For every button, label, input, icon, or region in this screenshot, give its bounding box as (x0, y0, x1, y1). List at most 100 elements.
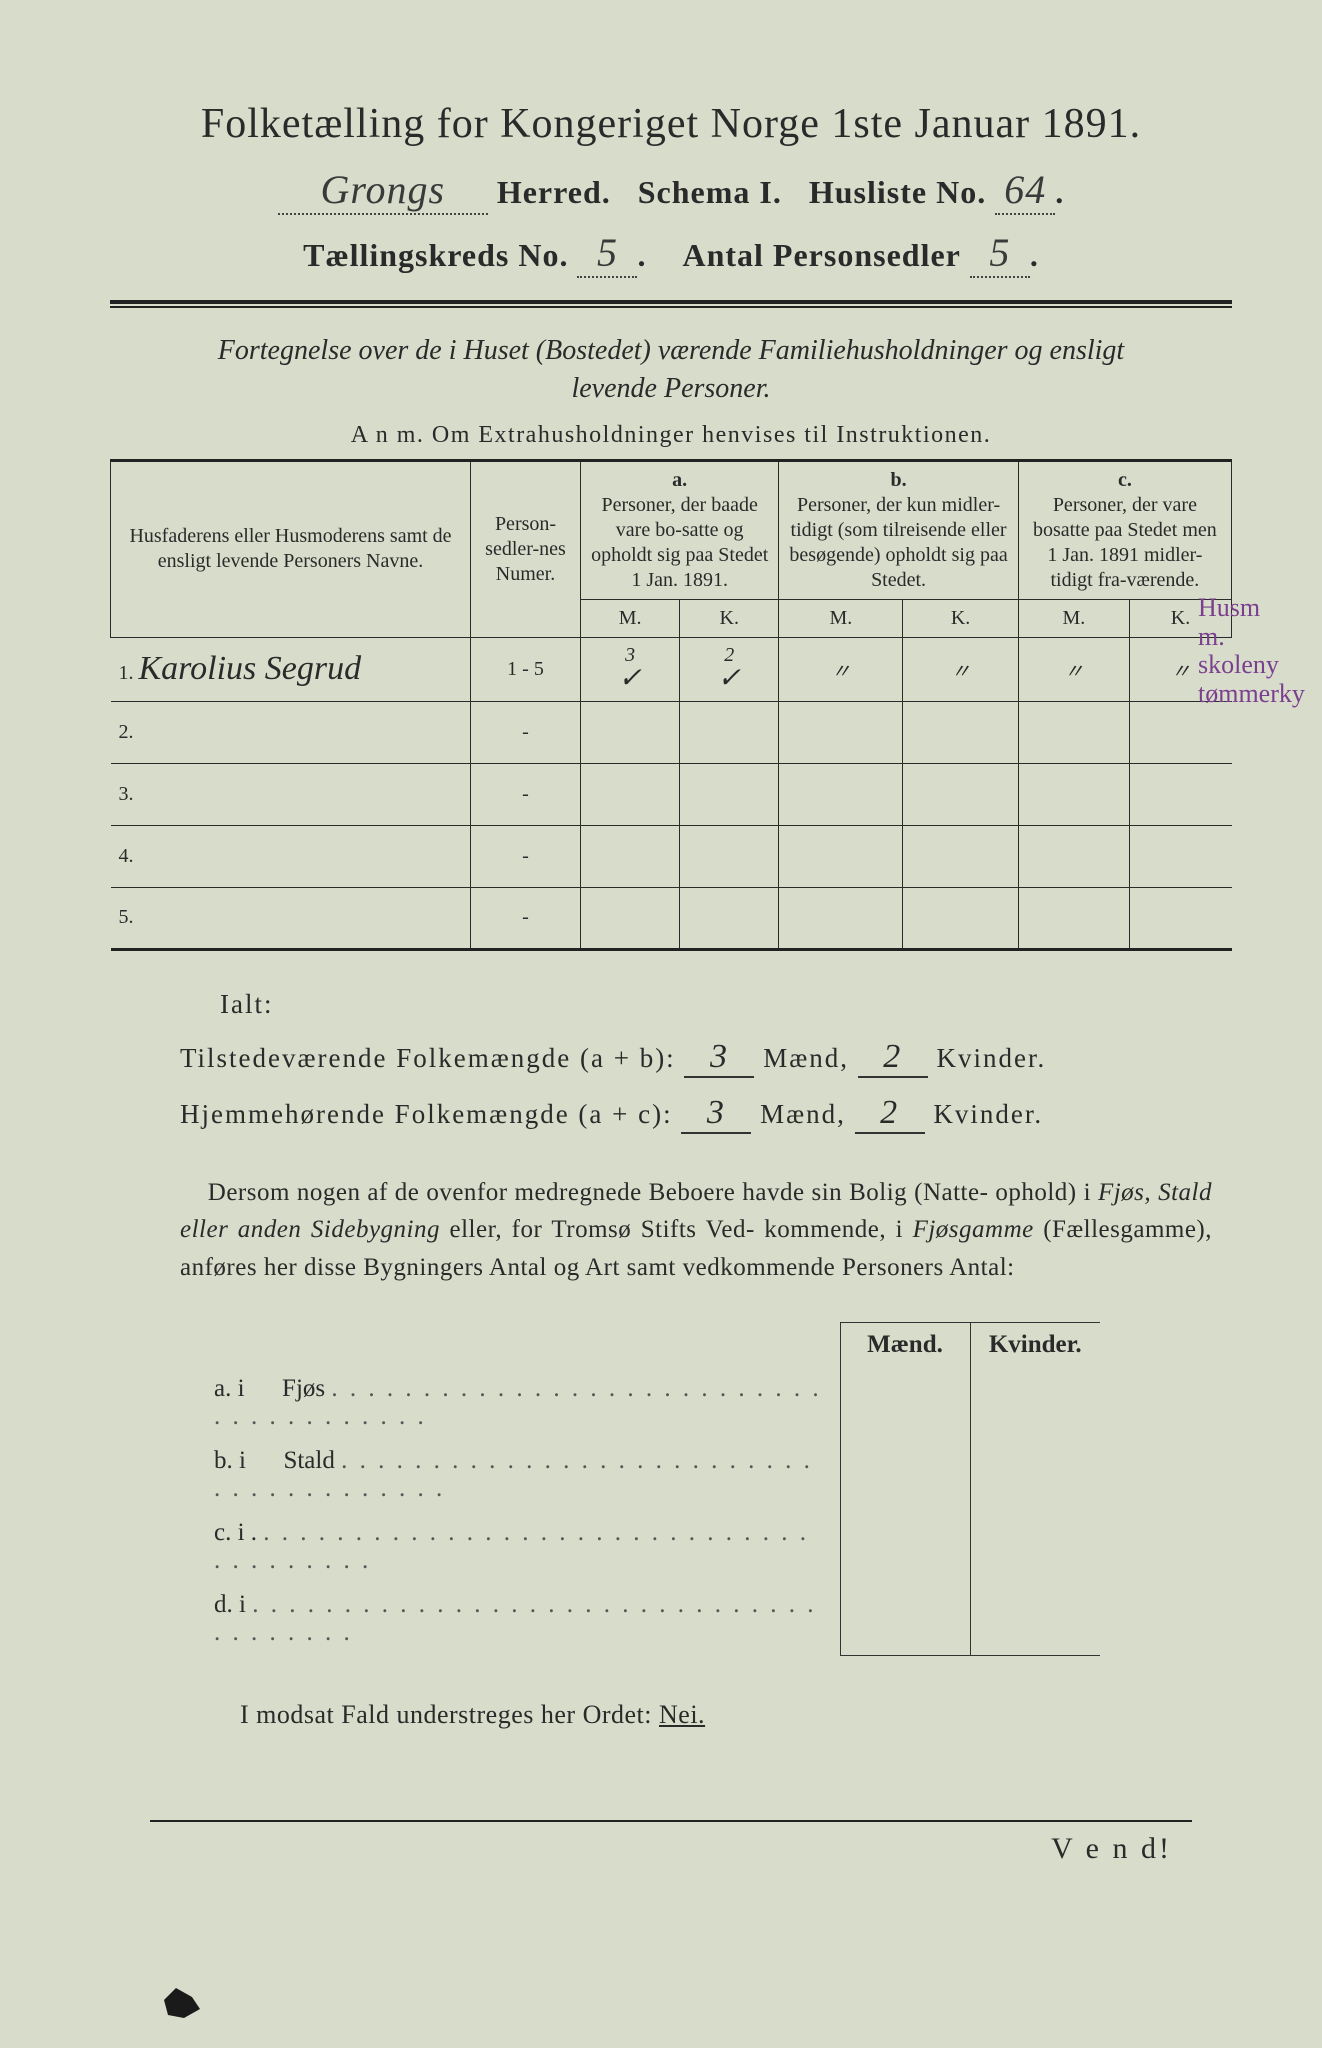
ialt-r1-k: 2 (858, 1038, 928, 1078)
th-c-text: Personer, der vare bosatte paa Stedet me… (1033, 494, 1217, 591)
header-line-3: Tællingskreds No. 5. Antal Personsedler … (110, 229, 1232, 278)
sb-th-m: Mænd. (840, 1323, 970, 1368)
cell (581, 701, 680, 763)
sb-c-k (970, 1511, 1100, 1583)
ialt-k-label: Kvinder. (936, 1043, 1046, 1073)
margin-l1: Husm (1198, 593, 1260, 622)
row-num: 3. (119, 783, 134, 805)
cell (903, 701, 1018, 763)
th-a-head: a. (672, 469, 687, 491)
cell (779, 825, 903, 887)
sb-a-m (840, 1367, 970, 1439)
anm-note: A n m. Om Extrahusholdninger henvises ti… (110, 422, 1232, 449)
modsat-line: I modsat Fald understreges her Ordet: Ne… (240, 1700, 1232, 1730)
torn-edge-artifact (160, 1988, 200, 2018)
sb-blank (200, 1323, 840, 1368)
th-num: Person-sedler-nes Numer. (471, 460, 581, 637)
husliste-value: 64 (995, 166, 1055, 215)
ialt-heading: Ialt: (220, 989, 1232, 1020)
cell-num: - (471, 887, 581, 949)
footer-rule (150, 1820, 1192, 1822)
row-name: Karolius Segrud (139, 650, 362, 687)
cell (680, 825, 779, 887)
th-b-text: Personer, der kun midler-tidigt (som til… (789, 494, 1007, 591)
table-row: 5. - (111, 887, 1232, 949)
row-num: 1. (119, 662, 134, 684)
th-name: Husfaderens eller Husmoderens samt de en… (111, 460, 471, 637)
cell (1129, 763, 1231, 825)
cell-bM: 〃 (779, 637, 903, 701)
cell (680, 701, 779, 763)
th-a: a. Personer, der baade vare bo-satte og … (581, 460, 779, 599)
modsat-text: I modsat Fald understreges her Ordet: (240, 1700, 659, 1729)
ialt-r1-label: Tilstedeværende Folkemængde (a + b): (180, 1043, 676, 1073)
row-num: 4. (119, 845, 134, 867)
sb-th-k: Kvinder. (970, 1323, 1100, 1368)
sb-d-m (840, 1583, 970, 1655)
antal-value: 5 (970, 229, 1030, 278)
sb-c-label: c. i . (214, 1519, 257, 1546)
ialt-k-label: Kvinder. (933, 1099, 1043, 1129)
cell (779, 763, 903, 825)
margin-annotation: Husm m. skoleny tømmerky (1198, 594, 1308, 708)
sb-c-m (840, 1511, 970, 1583)
ialt-block: Ialt: Tilstedeværende Folkemængde (a + b… (180, 989, 1232, 1134)
th-c-m: M. (1018, 599, 1129, 637)
cell (581, 825, 680, 887)
cell (779, 701, 903, 763)
sb-b-label: b. i (214, 1447, 246, 1474)
cell (1018, 763, 1129, 825)
sb-row-d: d. i . . . . . . . . . . . . . . . . . .… (200, 1583, 1100, 1655)
para-l2b: eller, for Tromsø Stifts Ved- (440, 1216, 755, 1243)
heavy-rule (110, 300, 1232, 308)
th-a-k: K. (680, 599, 779, 637)
page-title: Folketælling for Kongeriget Norge 1ste J… (110, 100, 1232, 148)
th-b-k: K. (903, 599, 1018, 637)
sb-b-k (970, 1439, 1100, 1511)
para-l3emph: Fjøsgamme (913, 1216, 1034, 1243)
ialt-r2-k: 2 (855, 1094, 925, 1134)
th-b-m: M. (779, 599, 903, 637)
cell-cM: 〃 (1018, 637, 1129, 701)
cell (779, 887, 903, 949)
ialt-m-label: Mænd, (760, 1099, 846, 1129)
para-l2a: ophold) i (995, 1179, 1098, 1206)
sb-b-type: Stald (283, 1447, 334, 1474)
side-building-table: Mænd. Kvinder. a. i Fjøs . . . . . . . .… (200, 1322, 1100, 1656)
cell-aM: 3✓ (581, 637, 680, 701)
ialt-row-2: Hjemmehørende Folkemængde (a + c): 3 Mæn… (180, 1094, 1232, 1134)
kreds-label: Tællingskreds No. (303, 237, 568, 273)
cell (903, 763, 1018, 825)
sb-row-c: c. i . . . . . . . . . . . . . . . . . .… (200, 1511, 1100, 1583)
cell (680, 887, 779, 949)
vend-label: V e n d! (110, 1832, 1172, 1866)
kreds-value: 5 (577, 229, 637, 278)
dots: . . . . . . . . . . . . . . . . . . . . … (214, 1519, 809, 1574)
main-table: Husfaderens eller Husmoderens samt de en… (110, 459, 1232, 951)
cell (903, 887, 1018, 949)
cell-num: 1 - 5 (471, 637, 581, 701)
row-num: 2. (119, 721, 134, 743)
th-c-head: c. (1118, 469, 1132, 491)
subtitle: Fortegnelse over de i Huset (Bostedet) v… (110, 332, 1232, 408)
para-l3a: kommende, i (764, 1216, 912, 1243)
cell (1018, 825, 1129, 887)
ialt-m-label: Mænd, (763, 1043, 849, 1073)
th-a-text: Personer, der baade vare bo-satte og oph… (591, 494, 768, 591)
margin-l2: m. (1198, 622, 1225, 651)
cell (1129, 701, 1231, 763)
subtitle-l1: Fortegnelse over de i Huset (Bostedet) v… (218, 335, 1124, 366)
cell (1129, 887, 1231, 949)
ialt-r1-m: 3 (684, 1038, 754, 1078)
header-line-2: Grongs Herred. Schema I. Husliste No. 64… (110, 166, 1232, 215)
row-num: 5. (119, 906, 134, 928)
schema-label: Schema I. (638, 174, 782, 210)
table-row: 3. - (111, 763, 1232, 825)
sb-a-type: Fjøs (282, 1375, 325, 1402)
herred-value: Grongs (278, 166, 488, 215)
cell (581, 887, 680, 949)
cell-num: - (471, 825, 581, 887)
para-l4: og Art samt vedkommende Personers Antal: (554, 1254, 1015, 1281)
sb-row-a: a. i Fjøs . . . . . . . . . . . . . . . … (200, 1367, 1100, 1439)
table-row: 2. - (111, 701, 1232, 763)
